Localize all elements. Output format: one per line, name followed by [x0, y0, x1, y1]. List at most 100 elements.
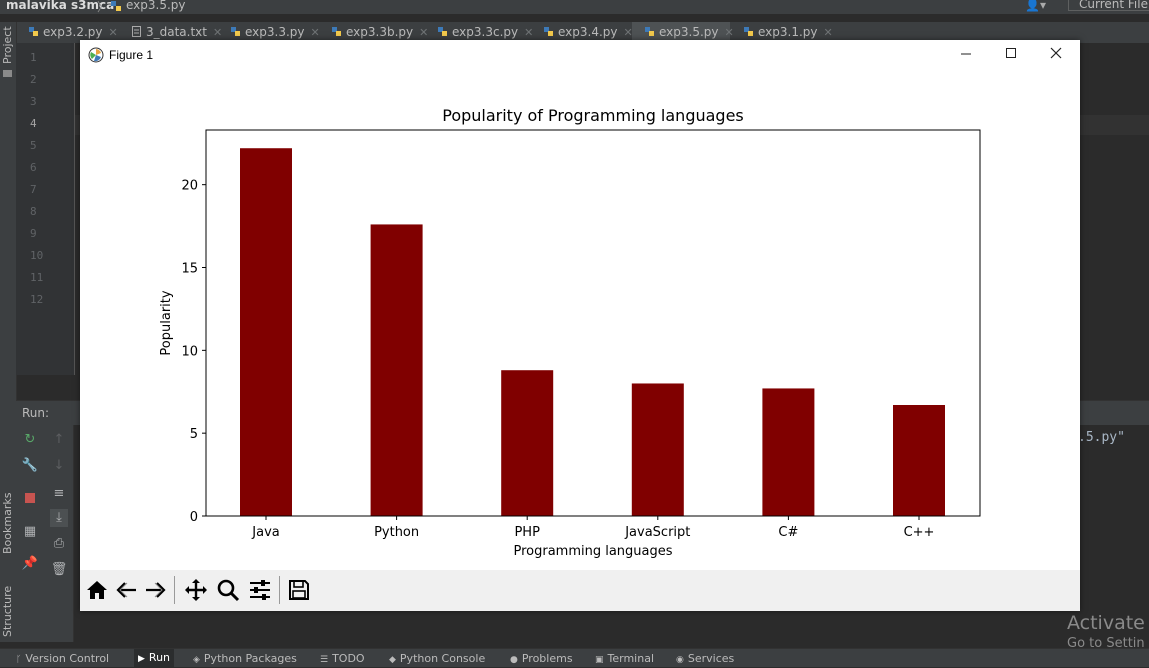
matplotlib-logo-icon	[88, 47, 104, 63]
editor-tab[interactable]: exp3.1.py ✕	[731, 22, 833, 43]
figure-title: Figure 1	[109, 48, 154, 62]
user-icon[interactable]: 👤▾	[1025, 0, 1046, 12]
plot-canvas[interactable]: 0 5 10 15 20 Java Python PHP JavaScript C# C++ Popu…	[80, 70, 1080, 570]
tool-window-button[interactable]: ◈ Python Packages	[193, 652, 297, 665]
close-tab-icon[interactable]: ✕	[108, 26, 118, 39]
chart-bar	[893, 405, 945, 516]
figure-title-bar[interactable]: Figure 1	[80, 40, 1080, 70]
stop-icon[interactable]	[21, 489, 39, 507]
editor-tab-label: 3_data.txt	[146, 25, 207, 39]
forward-icon	[146, 582, 166, 598]
activation-watermark: Activate W Go to Settin	[1067, 612, 1149, 654]
minimize-icon	[961, 53, 971, 55]
tool-window-button[interactable]: ● Problems	[510, 652, 573, 665]
pan-button[interactable]	[182, 576, 210, 604]
close-tab-icon[interactable]: ✕	[524, 26, 534, 39]
maximize-icon	[1006, 48, 1016, 58]
y-tick-label: 15	[181, 262, 198, 277]
save-icon	[289, 580, 309, 600]
tool-window-label: Python Console	[399, 652, 486, 665]
editor-tab[interactable]: exp3.3.py ✕	[218, 22, 320, 43]
close-icon	[1050, 47, 1062, 59]
editor-tab[interactable]: exp3.4.py ✕	[531, 22, 633, 43]
home-icon	[87, 581, 107, 599]
editor-tab[interactable]: 3_data.txt ✕	[119, 22, 222, 43]
tool-window-label: TODO	[332, 652, 365, 665]
layers-icon: ◈	[193, 655, 200, 665]
maximize-button[interactable]	[996, 46, 1026, 64]
tool-window-label: Version Control	[25, 652, 110, 665]
chart-bar	[501, 370, 554, 516]
y-axis-label: Popularity	[159, 290, 174, 355]
print-icon[interactable]: ⎙	[53, 536, 65, 551]
close-button[interactable]	[1041, 46, 1071, 64]
line-number: 10	[30, 249, 44, 262]
editor-tab[interactable]: exp3.5.py ✕	[632, 22, 734, 43]
close-tab-icon[interactable]: ✕	[213, 26, 223, 39]
editor-tab[interactable]: exp3.3b.py ✕	[319, 22, 428, 43]
tool-window-button[interactable]: ☰ TODO	[320, 652, 365, 665]
tool-window-button[interactable]: ▣ Terminal	[595, 652, 654, 665]
figure-window: Figure 1 0 5 10 15 20 Java Python PHP JavaScript…	[80, 40, 1080, 611]
back-button[interactable]	[113, 576, 141, 604]
close-tab-icon[interactable]: ✕	[724, 26, 734, 39]
play-icon: ▶	[138, 654, 145, 664]
line-number: 11	[30, 271, 44, 284]
navigation-breadcrumb: malavika s3mca 〉 exp3.5.py 👤▾ Current Fi…	[0, 0, 1149, 14]
breadcrumb-file[interactable]: exp3.5.py	[126, 0, 186, 12]
save-button[interactable]	[285, 576, 313, 604]
up-arrow-icon[interactable]: ↑	[53, 432, 65, 447]
trash-icon[interactable]: 🗑	[50, 562, 68, 577]
branch-icon: ᚴ	[16, 655, 22, 665]
tool-window-label: Problems	[521, 652, 573, 665]
tool-window-button[interactable]: ◉ Services	[676, 652, 734, 665]
run-config-select[interactable]: Current File	[1068, 0, 1149, 11]
services-icon: ◉	[676, 655, 684, 665]
zoom-button[interactable]	[214, 576, 242, 604]
down-arrow-icon[interactable]: ↓	[53, 458, 65, 473]
layout-icon[interactable]: ▦	[23, 524, 37, 539]
chart-bar	[631, 383, 684, 516]
tool-window-label: Run	[148, 651, 171, 664]
configure-button[interactable]	[246, 576, 274, 604]
minimize-button[interactable]	[951, 46, 981, 64]
close-tab-icon[interactable]: ✕	[823, 26, 833, 39]
chart-bar	[240, 148, 292, 516]
breadcrumb-separator: 〉	[97, 0, 110, 14]
x-tick-label: Java	[251, 525, 279, 540]
wrench-icon[interactable]: 🔧	[21, 458, 39, 473]
tool-window-button[interactable]: ᚴ Version Control	[16, 652, 109, 665]
tool-window-button[interactable]: ◆ Python Console	[389, 652, 485, 665]
soft-wrap-icon[interactable]: ≡	[53, 486, 65, 501]
python-file-icon	[231, 27, 240, 36]
x-tick-label: C#	[778, 525, 798, 540]
structure-tool-tab[interactable]: Structure	[1, 585, 14, 637]
forward-button[interactable]	[141, 576, 169, 604]
tool-window-button[interactable]: ▶ Run	[134, 649, 175, 667]
line-number-gutter: 1 2 3 4 5 6 7 8 9 10 11 12	[16, 43, 75, 375]
rerun-icon[interactable]: ↻	[24, 432, 36, 447]
close-tab-icon[interactable]: ✕	[310, 26, 320, 39]
pin-icon[interactable]: 📌	[21, 556, 39, 571]
home-button[interactable]	[83, 576, 111, 604]
line-number: 3	[30, 95, 37, 108]
bookmarks-tool-tab[interactable]: Bookmarks	[1, 492, 14, 554]
python-file-icon	[332, 27, 341, 36]
project-tool-tab[interactable]: Project	[1, 26, 14, 64]
scroll-to-end-icon[interactable]: ⤓	[50, 509, 68, 527]
chart-bar	[370, 224, 423, 516]
breadcrumb-project[interactable]: malavika s3mca	[6, 0, 115, 12]
y-tick-label: 5	[190, 427, 198, 442]
warning-icon: ●	[510, 655, 518, 665]
editor-tab[interactable]: exp3.3c.py ✕	[425, 22, 534, 43]
x-tick-label: JavaScript	[624, 525, 690, 540]
close-tab-icon[interactable]: ✕	[623, 26, 633, 39]
editor-tab-label: exp3.4.py	[558, 25, 618, 39]
editor-tab[interactable]: exp3.2.py ✕	[16, 22, 118, 43]
line-number: 5	[30, 139, 37, 152]
close-tab-icon[interactable]: ✕	[419, 26, 429, 39]
back-icon	[116, 582, 136, 598]
line-number: 4	[30, 117, 37, 130]
python-file-icon	[645, 27, 654, 36]
watermark-line-2: Go to Settin	[1067, 636, 1145, 651]
